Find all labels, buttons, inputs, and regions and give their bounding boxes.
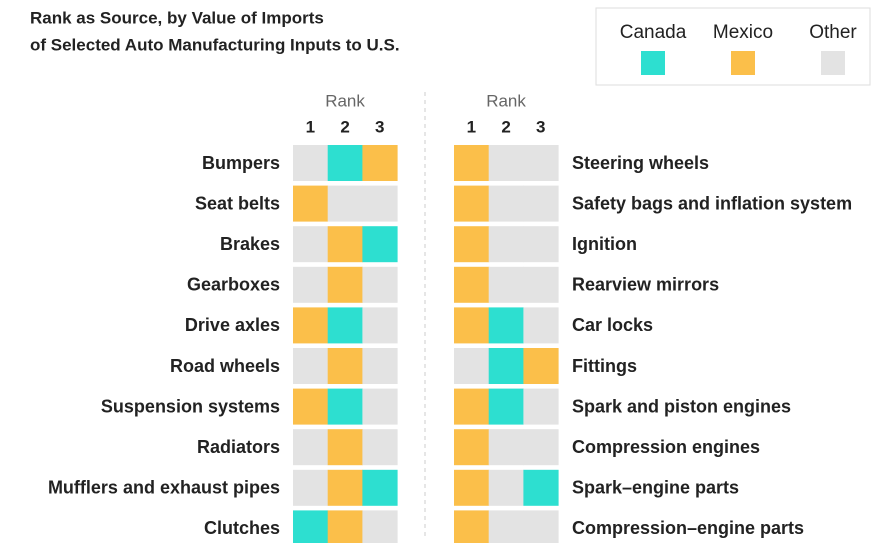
legend-swatch [731,51,755,75]
rank-cell [293,226,329,263]
rank-cell [327,348,363,384]
rank-cell [488,469,524,506]
rank-cell [488,307,524,344]
rank-cell [488,429,524,466]
row-label: Road wheels [170,356,280,376]
row-label: Safety bags and inflation system [572,193,852,213]
rank-cell [362,510,398,543]
rank-cell [488,266,524,303]
rank-cell [362,307,398,344]
rank-cell [523,226,559,263]
rank-cell [488,145,524,181]
row-label: Seat belts [195,193,280,213]
rank-cell [454,469,490,506]
rank-cell [293,266,329,303]
row-label: Fittings [572,356,637,376]
row-label: Gearboxes [187,275,280,295]
rank-cell [362,226,398,263]
rank-cell [362,388,398,425]
rank-number: 2 [501,117,510,136]
rank-cell [523,185,559,222]
rank-cell [362,469,398,506]
rank-number: 1 [467,117,476,136]
rank-cell [327,185,363,222]
row-label: Drive axles [185,315,280,335]
legend-box [595,7,871,86]
chart-title: of Selected Auto Manufacturing Inputs to… [30,35,400,54]
rank-cell [362,266,398,303]
rank-cell [327,266,363,303]
rank-cell [454,348,490,384]
rank-cell [327,429,363,466]
rank-number: 2 [340,117,349,136]
row-label: Spark and piston engines [572,396,791,416]
row-label: Compression–engine parts [572,518,804,538]
rank-cell [454,307,490,344]
rank-cell [362,145,398,181]
row-label: Bumpers [202,153,280,173]
rank-cell [523,348,559,384]
rank-cell [488,348,524,384]
legend-swatch [641,51,665,75]
row-label: Mufflers and exhaust pipes [48,478,280,498]
rank-cell [293,185,329,222]
legend-label: Canada [620,22,687,43]
rank-cell [362,348,398,384]
rank-cell [454,510,490,543]
rank-cell [362,429,398,466]
rank-cell [454,266,490,303]
rank-cell [488,226,524,263]
rank-cell [327,307,363,344]
row-label: Rearview mirrors [572,275,719,295]
rank-cell [293,307,329,344]
rank-number: 3 [536,117,545,136]
rank-cell [454,145,490,181]
rank-number: 1 [306,117,315,136]
chart-title: Rank as Source, by Value of Imports [30,8,324,27]
rank-cell [293,348,329,384]
row-label: Spark–engine parts [572,478,739,498]
legend-label: Other [809,22,857,43]
rank-cell [327,469,363,506]
legend-swatch [821,51,845,75]
rank-cell [293,388,329,425]
rank-cell [454,388,490,425]
rank-cell [488,185,524,222]
rank-cell [293,145,329,181]
rank-cell [362,185,398,222]
row-label: Radiators [197,437,280,457]
row-label: Brakes [220,234,280,254]
rank-cell [488,388,524,425]
rank-cell [327,388,363,425]
rank-cell [293,429,329,466]
rank-cell [454,226,490,263]
row-label: Suspension systems [101,396,280,416]
rank-cell [293,510,329,543]
rank-cell [327,510,363,543]
row-label: Clutches [204,518,280,538]
row-label: Compression engines [572,437,760,457]
rank-cell [454,429,490,466]
rank-label: Rank [325,91,365,110]
rank-cell [523,469,559,506]
rank-cell [523,429,559,466]
rank-cell [523,307,559,344]
row-label: Steering wheels [572,153,709,173]
rank-label: Rank [486,91,526,110]
rank-cell [293,469,329,506]
row-label: Car locks [572,315,653,335]
rank-cell [327,145,363,181]
rank-cell [523,388,559,425]
rank-cell [523,266,559,303]
row-label: Ignition [572,234,637,254]
rank-cell [488,510,524,543]
rank-number: 3 [375,117,384,136]
rank-cell [523,145,559,181]
legend-label: Mexico [713,22,773,43]
rank-cell [523,510,559,543]
rank-cell [454,185,490,222]
rank-cell [327,226,363,263]
